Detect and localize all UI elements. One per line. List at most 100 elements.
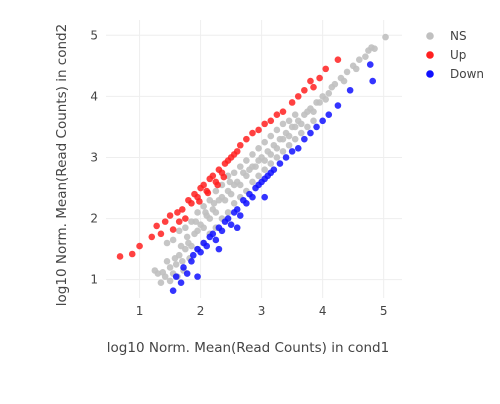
data-point-ns[interactable] — [188, 242, 195, 250]
data-point-ns[interactable] — [310, 108, 317, 115]
data-point-down[interactable] — [301, 135, 308, 143]
legend-item-up[interactable]: Up — [426, 48, 466, 62]
data-point-down[interactable] — [227, 221, 235, 228]
data-point-ns[interactable] — [285, 117, 293, 125]
data-point-ns[interactable] — [175, 227, 183, 235]
data-point-down[interactable] — [177, 279, 185, 287]
data-point-up[interactable] — [255, 126, 262, 134]
legend-item-down[interactable]: Down — [426, 67, 484, 81]
data-point-up[interactable] — [316, 74, 323, 82]
data-point-ns[interactable] — [188, 218, 195, 225]
data-point-down[interactable] — [313, 123, 320, 131]
data-point-ns[interactable] — [291, 123, 299, 131]
data-point-ns[interactable] — [163, 258, 171, 265]
data-point-up[interactable] — [233, 148, 241, 155]
data-point-up[interactable] — [148, 233, 156, 241]
data-point-down[interactable] — [194, 273, 201, 280]
data-point-ns[interactable] — [355, 56, 363, 64]
data-point-down[interactable] — [203, 242, 211, 250]
data-point-down[interactable] — [212, 236, 220, 244]
data-point-up[interactable] — [157, 230, 165, 238]
data-point-ns[interactable] — [212, 187, 220, 195]
data-point-down[interactable] — [325, 111, 333, 119]
data-point-ns[interactable] — [226, 178, 234, 186]
data-point-up[interactable] — [267, 117, 275, 125]
data-point-ns[interactable] — [249, 178, 256, 186]
data-point-up[interactable] — [301, 86, 308, 94]
data-point-up[interactable] — [214, 181, 221, 189]
data-point-up[interactable] — [128, 250, 136, 258]
data-point-up[interactable] — [236, 141, 244, 149]
data-point-ns[interactable] — [285, 132, 293, 140]
data-point-ns[interactable] — [230, 199, 238, 207]
data-point-ns[interactable] — [252, 163, 259, 170]
data-point-down[interactable] — [180, 264, 187, 271]
data-point-down[interactable] — [224, 215, 232, 222]
data-point-ns[interactable] — [279, 148, 287, 155]
data-point-ns[interactable] — [279, 135, 287, 143]
data-point-up[interactable] — [322, 65, 330, 73]
data-point-up[interactable] — [243, 135, 250, 143]
data-point-down[interactable] — [189, 251, 197, 259]
data-point-ns[interactable] — [172, 261, 180, 268]
data-point-ns[interactable] — [304, 123, 311, 131]
data-point-down[interactable] — [288, 148, 296, 155]
data-point-down[interactable] — [307, 129, 314, 137]
data-point-up[interactable] — [175, 218, 183, 225]
data-point-up[interactable] — [116, 253, 124, 260]
data-point-ns[interactable] — [236, 181, 244, 189]
data-point-down[interactable] — [233, 224, 241, 232]
data-point-up[interactable] — [310, 83, 317, 91]
data-point-ns[interactable] — [157, 279, 165, 287]
data-point-ns[interactable] — [352, 65, 360, 73]
data-point-up[interactable] — [288, 99, 296, 106]
data-point-ns[interactable] — [297, 129, 305, 137]
data-point-up[interactable] — [188, 199, 195, 207]
data-point-up[interactable] — [294, 93, 302, 100]
data-point-ns[interactable] — [267, 151, 275, 158]
data-point-up[interactable] — [261, 120, 268, 128]
data-point-down[interactable] — [236, 212, 244, 219]
data-point-up[interactable] — [204, 189, 212, 197]
data-point-ns[interactable] — [200, 203, 207, 210]
data-point-ns[interactable] — [261, 138, 268, 146]
data-point-ns[interactable] — [331, 80, 339, 88]
data-point-up[interactable] — [307, 77, 314, 85]
data-point-down[interactable] — [270, 166, 278, 173]
data-point-ns[interactable] — [285, 141, 293, 149]
data-point-ns[interactable] — [243, 172, 250, 180]
data-point-ns[interactable] — [362, 53, 369, 60]
data-point-down[interactable] — [197, 248, 204, 256]
data-point-up[interactable] — [178, 206, 186, 213]
data-point-down[interactable] — [276, 160, 284, 167]
data-point-up[interactable] — [196, 198, 203, 205]
data-point-up[interactable] — [273, 111, 281, 119]
data-point-ns[interactable] — [249, 151, 256, 158]
data-point-down[interactable] — [282, 154, 290, 161]
data-point-ns[interactable] — [273, 126, 281, 134]
data-point-ns[interactable] — [202, 209, 209, 216]
data-point-up[interactable] — [153, 222, 160, 230]
data-point-ns[interactable] — [267, 160, 275, 167]
data-point-ns[interactable] — [194, 227, 201, 235]
data-point-down[interactable] — [334, 102, 342, 109]
data-point-up[interactable] — [279, 108, 287, 115]
data-point-ns[interactable] — [169, 236, 177, 244]
data-point-down[interactable] — [319, 117, 326, 125]
data-point-down[interactable] — [209, 230, 217, 238]
data-point-up[interactable] — [334, 56, 342, 64]
data-point-up[interactable] — [249, 129, 256, 137]
legend[interactable]: NS Up Down — [426, 29, 484, 81]
legend-item-ns[interactable]: NS — [426, 29, 467, 43]
data-point-ns[interactable] — [230, 169, 238, 177]
data-point-ns[interactable] — [382, 33, 389, 41]
data-point-ns[interactable] — [227, 190, 235, 198]
data-point-ns[interactable] — [206, 196, 214, 204]
data-point-ns[interactable] — [166, 264, 174, 271]
data-point-down[interactable] — [369, 77, 377, 85]
data-point-ns[interactable] — [291, 111, 299, 119]
data-point-ns[interactable] — [224, 209, 232, 216]
data-point-ns[interactable] — [206, 215, 214, 222]
data-point-ns[interactable] — [273, 154, 281, 161]
data-point-ns[interactable] — [177, 242, 185, 250]
